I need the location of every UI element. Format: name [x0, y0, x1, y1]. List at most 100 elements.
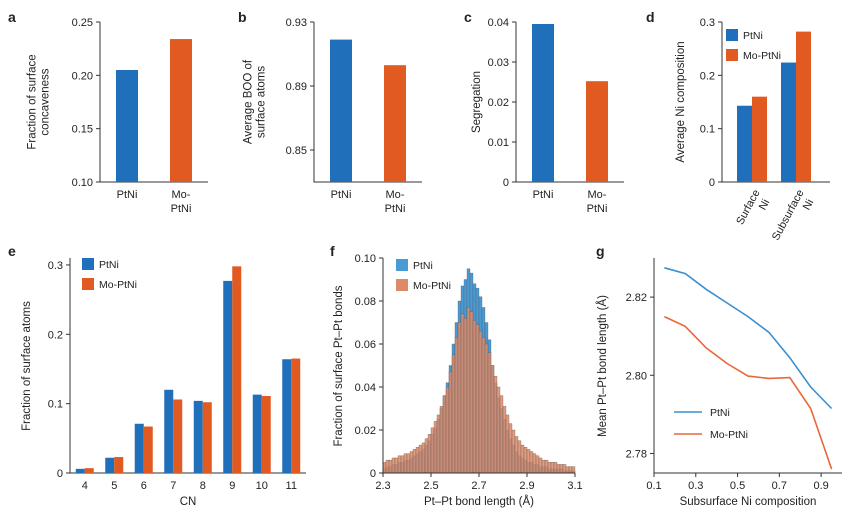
y-tick-label: 0.20: [72, 70, 93, 82]
hist-bin-mo-ptni: [412, 449, 417, 474]
y-tick-label: 0.15: [72, 124, 93, 136]
legend-swatch: [82, 258, 94, 270]
y-tick-label: 0.04: [355, 382, 376, 394]
y-tick-label: 2.78: [626, 448, 647, 460]
x-tick-label: 0.3: [688, 480, 703, 492]
hist-bin-mo-ptni: [523, 447, 528, 474]
hist-bin-mo-ptni: [508, 423, 513, 474]
y-tick-label: 0.2: [48, 329, 63, 341]
bar-mo-ptni: [291, 358, 301, 473]
y-tick-label: 0: [503, 177, 509, 189]
x-tick-label: 10: [256, 480, 268, 492]
x-tick-label: 6: [141, 480, 147, 492]
hist-bin-mo-ptni: [385, 459, 390, 474]
legend-label: PtNi: [710, 407, 730, 419]
x-tick-label: Mo-PtNi: [587, 189, 608, 215]
hist-bin-mo-ptni: [454, 337, 459, 474]
legend-swatch: [726, 29, 738, 41]
x-tick-label: Mo-PtNi: [385, 189, 406, 215]
y-tick-label: 2.82: [626, 292, 647, 304]
y-tick-label: 0: [370, 468, 376, 480]
bar-mo-ptni: [586, 81, 608, 182]
hist-bin-mo-ptni: [502, 406, 507, 474]
hist-bin-mo-ptni: [460, 313, 465, 474]
y-tick-label: 0: [57, 468, 63, 480]
x-tick-label: SubsurfaceNi: [770, 188, 818, 249]
hist-bin-mo-ptni: [466, 307, 471, 474]
y-axis-label: Fraction of surface Pt–Pt bonds: [333, 285, 345, 446]
hist-bin-mo-ptni: [478, 330, 483, 474]
y-tick-label: 0.10: [72, 177, 93, 189]
bar-mo-ptni: [114, 457, 124, 473]
legend-label: Mo-PtNi: [413, 280, 451, 292]
x-tick-label: Mo-PtNi: [171, 189, 192, 215]
bar-mo-ptni: [232, 266, 242, 473]
y-tick-label: 0.1: [48, 399, 63, 411]
hist-bin-mo-ptni: [436, 414, 441, 474]
hist-bin-mo-ptni: [424, 438, 429, 474]
y-tick-label: 0.85: [286, 145, 307, 157]
x-axis-label: Pt–Pt bond length (Å): [424, 495, 534, 508]
hist-bin-mo-ptni: [397, 455, 402, 474]
hist-bin-mo-ptni: [427, 434, 432, 474]
x-tick-label: SurfaceNi: [734, 188, 774, 233]
x-tick-label: 0.5: [730, 480, 745, 492]
hist-bin-mo-ptni: [448, 371, 453, 474]
y-tick-label: 0.01: [488, 137, 509, 149]
legend-label: Mo-PtNi: [743, 50, 781, 62]
x-tick-label: 0.7: [772, 480, 787, 492]
legend-swatch: [396, 259, 408, 271]
bar-mo-ptni: [84, 468, 94, 473]
y-axis-label: Fraction of surface atoms: [21, 301, 33, 431]
x-tick-label: 9: [229, 480, 235, 492]
hist-bin-mo-ptni: [562, 464, 567, 474]
hist-bin-mo-ptni: [469, 311, 474, 474]
panel-label-d: d: [646, 9, 655, 25]
hist-bin-mo-ptni: [403, 453, 408, 474]
hist-bin-mo-ptni: [529, 451, 534, 474]
hist-bin-mo-ptni: [457, 322, 462, 474]
hist-bin-mo-ptni: [421, 442, 426, 474]
hist-bin-mo-ptni: [496, 386, 501, 474]
series-line-ptni: [664, 267, 833, 410]
x-tick-label: 2.5: [423, 480, 438, 492]
legend-label: Mo-PtNi: [99, 279, 137, 291]
bar-ptni: [116, 70, 138, 182]
bar-ptni: [134, 423, 144, 473]
hist-bin-mo-ptni: [493, 376, 498, 474]
hist-bin-mo-ptni: [442, 395, 447, 474]
y-axis-label: Mean Pt–Pt bond length (Å): [596, 295, 609, 437]
hist-bin-mo-ptni: [418, 444, 423, 474]
x-tick-label: PtNi: [331, 189, 352, 201]
panel-label-g: g: [596, 243, 605, 259]
x-tick-label: 0.9: [813, 480, 828, 492]
y-axis-label: Average BOO ofsurface atoms: [243, 59, 268, 144]
series-line-mo-ptni: [664, 315, 833, 470]
y-axis-label-group: Average BOO ofsurface atoms: [243, 59, 268, 144]
y-tick-label: 0.08: [355, 296, 376, 308]
bar-ptni: [75, 468, 85, 473]
hist-bin-mo-ptni: [451, 354, 456, 474]
y-tick-label: 0.25: [72, 17, 93, 29]
x-tick-label: 11: [286, 480, 297, 492]
hist-bin-mo-ptni: [538, 457, 543, 474]
hist-bin-mo-ptni: [505, 414, 510, 474]
x-tick-label: 3.1: [567, 480, 582, 492]
legend-label: PtNi: [743, 30, 763, 42]
x-tick-label: 0.1: [646, 480, 661, 492]
bar-mo-ptni: [752, 96, 767, 182]
legend-label: PtNi: [413, 260, 433, 272]
legend-swatch: [726, 49, 738, 61]
hist-bin-mo-ptni: [400, 455, 405, 474]
y-axis-label: Segregation: [471, 71, 483, 133]
hist-bin-mo-ptni: [559, 464, 564, 474]
y-tick-label: 0.03: [488, 57, 509, 69]
hist-bin-mo-ptni: [406, 453, 411, 474]
hist-bin-mo-ptni: [526, 449, 531, 474]
hist-bin-mo-ptni: [487, 352, 492, 474]
panel-label-c: c: [464, 9, 472, 25]
x-tick-label: 2.9: [519, 480, 534, 492]
hist-bin-mo-ptni: [409, 451, 414, 474]
bar-ptni: [105, 457, 115, 473]
